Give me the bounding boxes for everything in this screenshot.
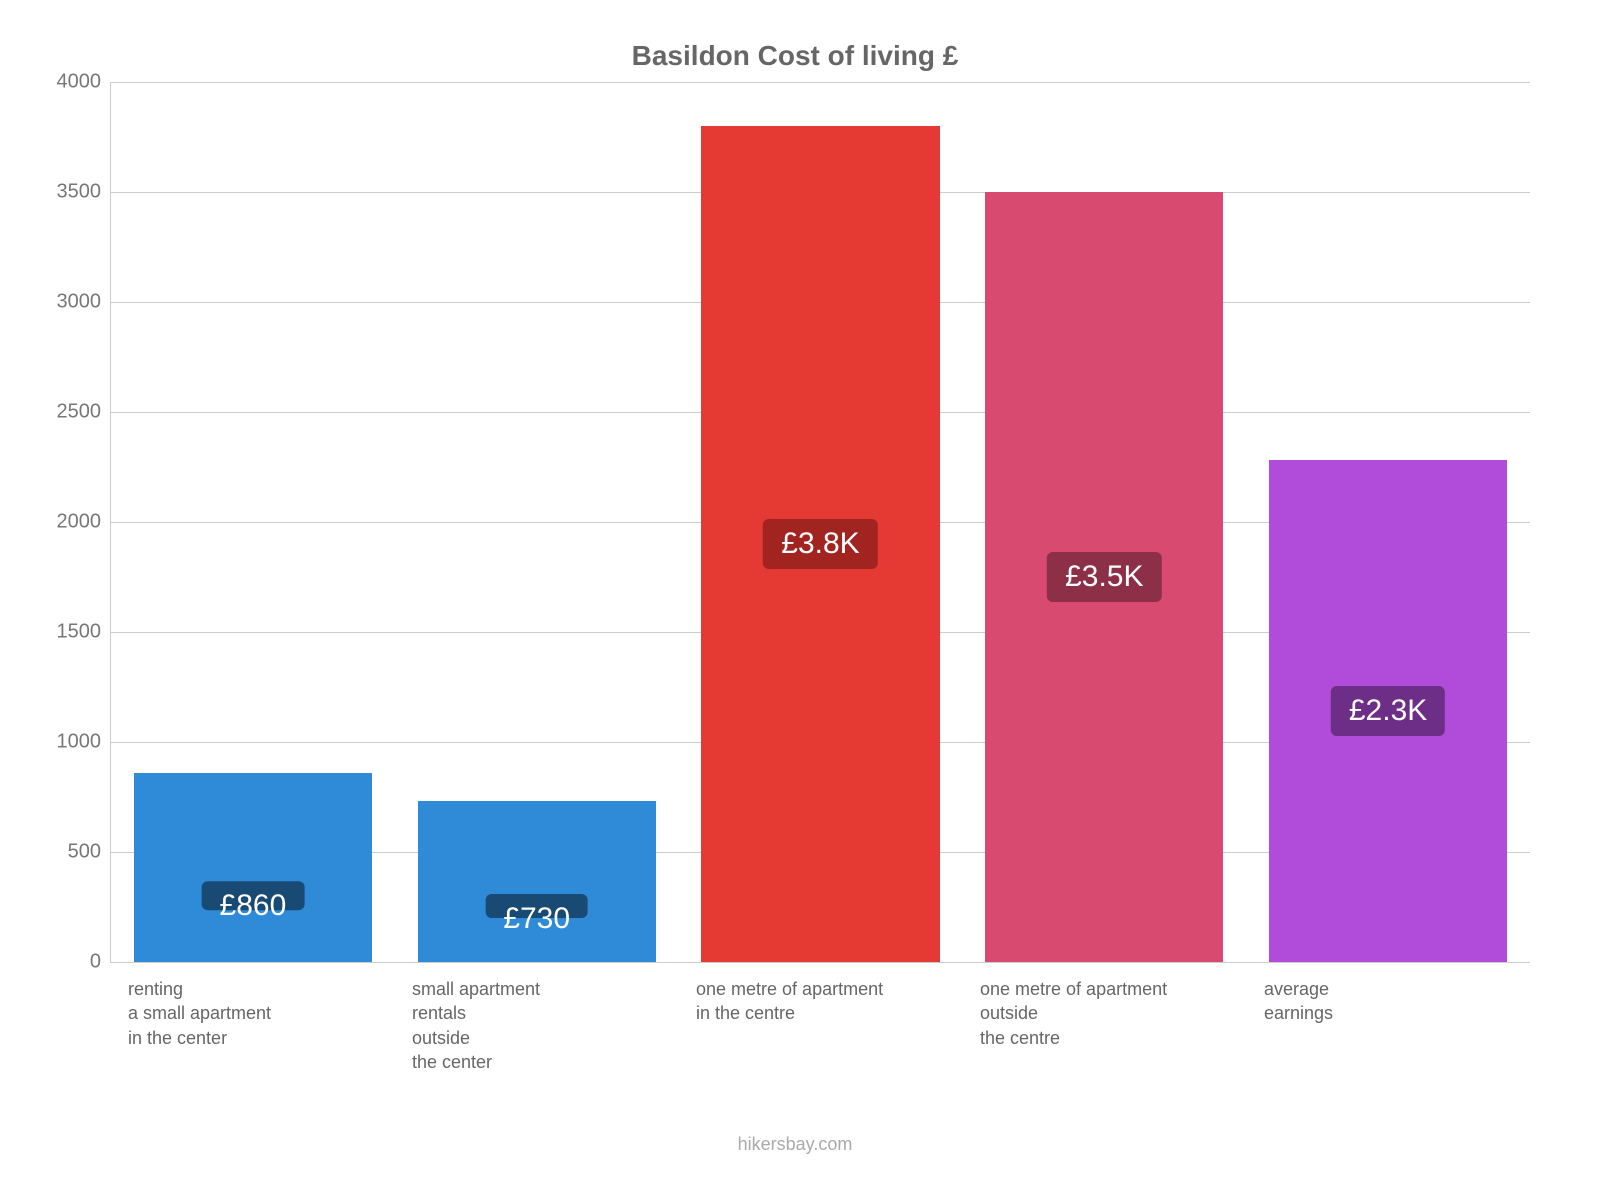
bar-value-badge: £730 xyxy=(485,894,588,918)
x-category-label: renting a small apartment in the center xyxy=(110,963,394,1074)
x-axis: renting a small apartment in the centers… xyxy=(110,962,1530,1074)
bars-row: £860 £730 £3.8K £3.5K £2.3K xyxy=(111,82,1530,962)
y-tick-label: 2000 xyxy=(46,511,101,534)
bar: £860 xyxy=(134,773,372,962)
y-tick-label: 500 xyxy=(46,841,101,864)
bar-value-badge: £3.5K xyxy=(1047,552,1161,602)
y-tick-label: 3500 xyxy=(46,181,101,204)
bar-slot: £3.8K xyxy=(679,82,963,962)
bar: £2.3K xyxy=(1269,460,1507,962)
y-tick-label: 3000 xyxy=(46,291,101,314)
y-tick-label: 1000 xyxy=(46,731,101,754)
bar: £3.8K xyxy=(701,126,939,962)
y-tick-label: 1500 xyxy=(46,621,101,644)
bar-value-badge: £860 xyxy=(202,882,305,910)
bar-slot: £730 xyxy=(395,82,679,962)
bar: £3.5K xyxy=(985,192,1223,962)
x-category-label: one metre of apartment outside the centr… xyxy=(962,963,1246,1074)
bar-value-badge: £3.8K xyxy=(763,519,877,569)
x-category-label: small apartment rentals outside the cent… xyxy=(394,963,678,1074)
x-category-label: average earnings xyxy=(1246,963,1530,1074)
chart-container: Basildon Cost of living £ 05001000150020… xyxy=(0,0,1600,1200)
bar-slot: £2.3K xyxy=(1246,82,1530,962)
plot-area: 05001000150020002500300035004000 £860£73… xyxy=(110,82,1530,962)
attribution: hikersbay.com xyxy=(40,1134,1550,1155)
y-tick-label: 2500 xyxy=(46,401,101,424)
x-category-label: one metre of apartment in the centre xyxy=(678,963,962,1074)
y-tick-label: 4000 xyxy=(46,71,101,94)
chart-title: Basildon Cost of living £ xyxy=(40,40,1550,72)
bar-slot: £860 xyxy=(111,82,395,962)
bar-slot: £3.5K xyxy=(962,82,1246,962)
gridline xyxy=(111,962,1530,963)
bar-value-badge: £2.3K xyxy=(1331,686,1445,736)
bar: £730 xyxy=(418,801,656,962)
y-tick-label: 0 xyxy=(46,951,101,974)
